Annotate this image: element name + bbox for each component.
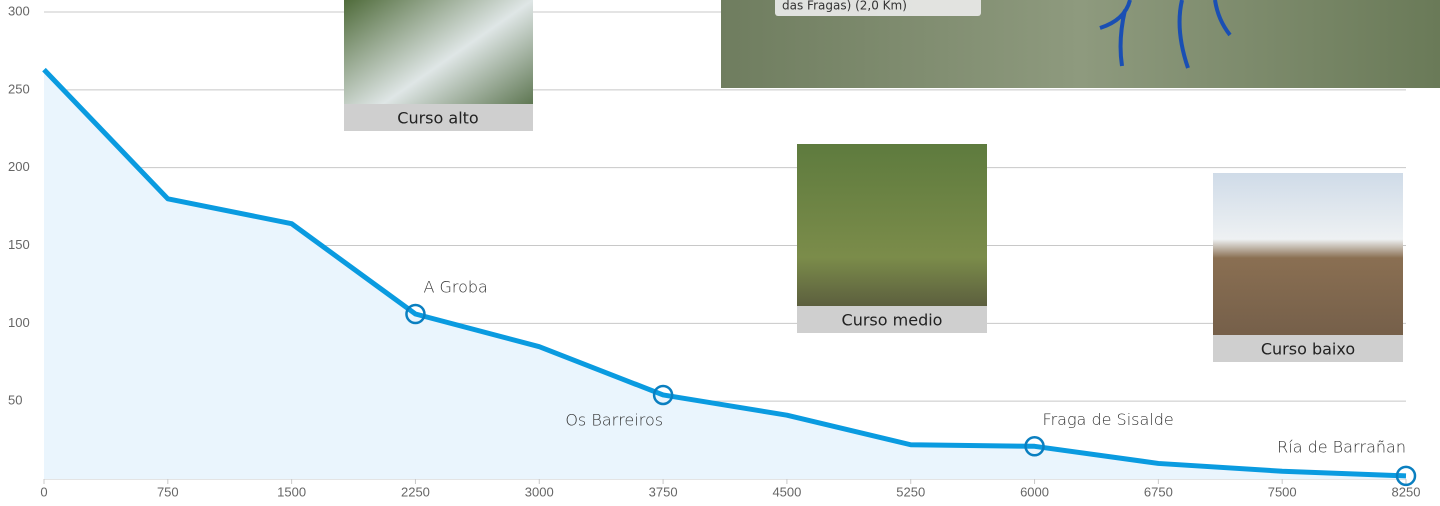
map: das Fragas) (2,0 Km) <box>721 0 1440 88</box>
point-label: A Groba <box>423 277 487 296</box>
y-tick-label: 250 <box>8 81 30 96</box>
photo: Curso baixo <box>1213 173 1403 362</box>
point-label: Os Barreiros <box>565 410 663 429</box>
x-tick-label: 7500 <box>1268 484 1297 499</box>
x-tick-label: 3000 <box>525 484 554 499</box>
x-tick-label: 8250 <box>1392 484 1421 499</box>
area <box>44 70 1406 479</box>
y-tick-label: 50 <box>8 393 22 408</box>
x-tick-label: 3750 <box>649 484 678 499</box>
y-tick-label: 150 <box>8 237 30 252</box>
y-tick-label: 100 <box>8 315 30 330</box>
photo-image <box>797 144 987 333</box>
point-label: Fraga de Sisalde <box>1043 410 1174 429</box>
x-tick-label: 2250 <box>401 484 430 499</box>
photo: Curso alto <box>344 0 533 131</box>
x-tick-label: 6000 <box>1020 484 1049 499</box>
photo-caption: Curso alto <box>397 109 478 128</box>
x-tick-label: 6750 <box>1144 484 1173 499</box>
point-label: Ría de Barrañan <box>1277 437 1406 456</box>
photo: Curso medio <box>797 144 987 333</box>
x-tick-label: 4500 <box>772 484 801 499</box>
x-tick-label: 750 <box>157 484 179 499</box>
photo-caption: Curso baixo <box>1261 340 1355 359</box>
x-tick-label: 5250 <box>896 484 925 499</box>
photo-image <box>1213 173 1403 362</box>
y-tick-label: 200 <box>8 159 30 174</box>
photo-caption: Curso medio <box>842 311 943 330</box>
x-tick-label: 0 <box>40 484 47 499</box>
x-tick-label: 1500 <box>277 484 306 499</box>
chart: 5010015020025030007501500225030003750450… <box>0 0 1440 506</box>
y-tick-label: 300 <box>8 3 30 18</box>
map-caption: das Fragas) (2,0 Km) <box>782 0 907 13</box>
